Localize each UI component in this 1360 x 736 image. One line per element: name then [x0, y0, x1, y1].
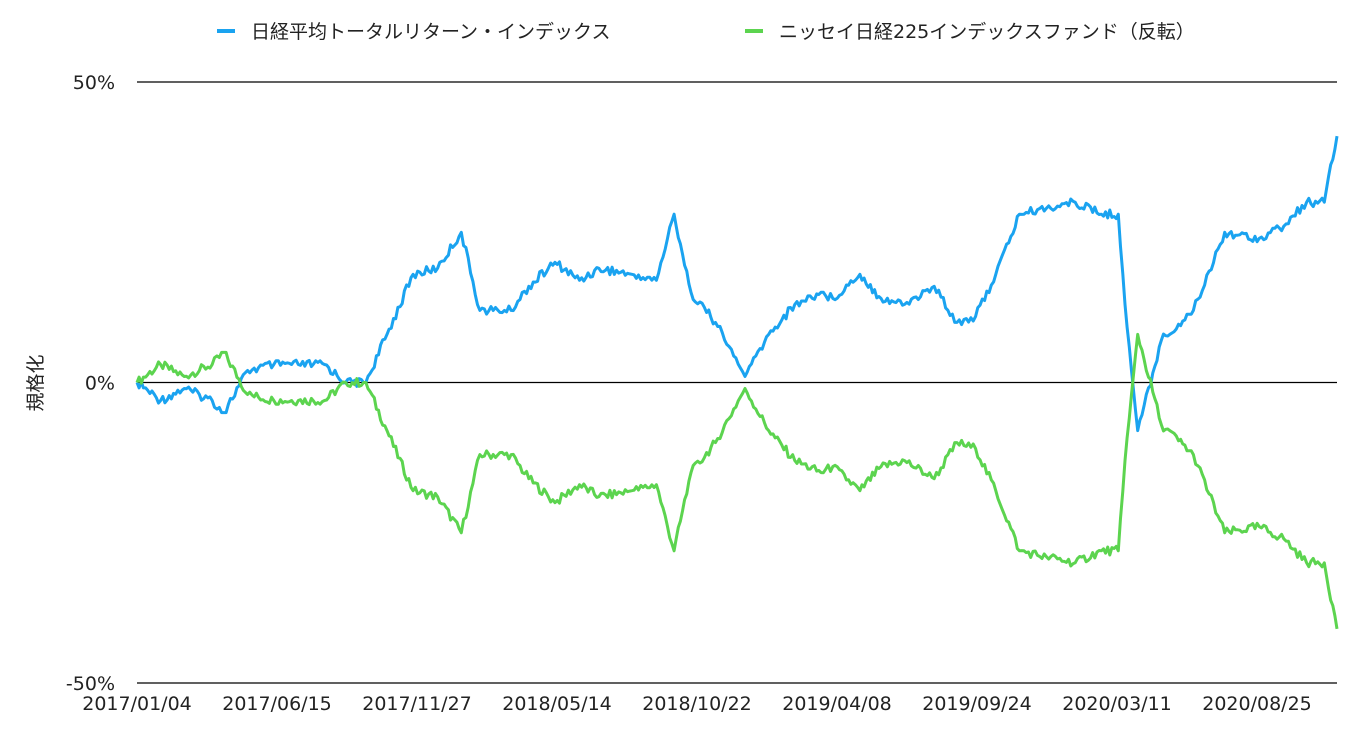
y-tick-labels: 50% 0% -50% [66, 72, 115, 695]
x-tick-label: 2020/03/11 [1062, 693, 1172, 715]
gridlines [137, 81, 1337, 684]
series-line-2 [135, 332, 1339, 630]
legend-label-1: 日経平均トータルリターン・インデックス [251, 21, 610, 43]
y-tick-label: 0% [85, 373, 115, 395]
x-tick-label: 2017/01/04 [82, 693, 192, 715]
x-tick-label: 2017/11/27 [362, 693, 472, 715]
x-tick-label: 2019/04/08 [782, 693, 892, 715]
series-line-1 [135, 135, 1339, 433]
y-tick-label: 50% [73, 72, 115, 94]
legend-label-2: ニッセイ日経225インデックスファンド（反転） [779, 21, 1195, 43]
legend: 日経平均トータルリターン・インデックス ニッセイ日経225インデックスファンド（反… [217, 21, 1195, 43]
y-axis-title: 規格化 [25, 354, 47, 411]
x-tick-labels: 2017/01/04 2017/06/15 2017/11/27 2018/05/14… [82, 693, 1312, 715]
x-tick-label: 2020/08/25 [1202, 693, 1312, 715]
x-tick-label: 2017/06/15 [222, 693, 332, 715]
y-tick-label: -50% [66, 673, 115, 695]
x-tick-label: 2018/05/14 [502, 693, 612, 715]
series-layer [135, 135, 1339, 630]
y-axis-title-group: 規格化 [25, 354, 47, 411]
x-tick-label: 2018/10/22 [642, 693, 752, 715]
x-tick-label: 2019/09/24 [922, 693, 1032, 715]
